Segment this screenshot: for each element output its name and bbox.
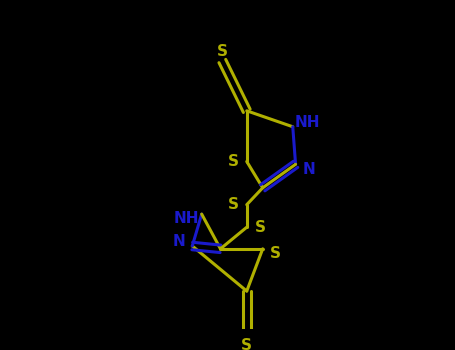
Text: S: S (228, 154, 239, 169)
Text: N: N (173, 234, 186, 249)
Text: NH: NH (174, 211, 199, 226)
Text: S: S (270, 246, 281, 261)
Text: N: N (302, 161, 315, 176)
Text: S: S (217, 44, 228, 59)
Text: S: S (228, 197, 239, 212)
Text: S: S (241, 338, 252, 350)
Text: NH: NH (295, 114, 320, 130)
Text: S: S (254, 220, 265, 235)
